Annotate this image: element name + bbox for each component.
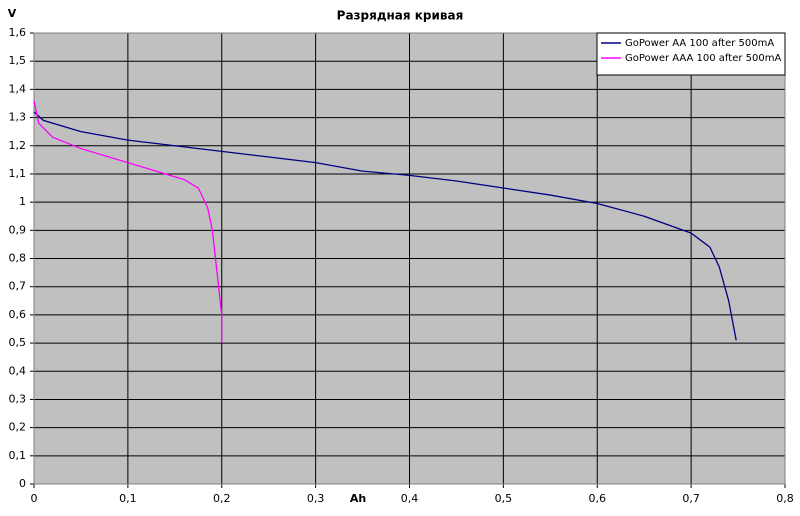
y-tick-label: 1,2 <box>9 139 27 152</box>
y-tick-label: 1,3 <box>9 111 27 124</box>
legend-label: GoPower AA 100 after 500mA <box>625 38 774 49</box>
y-tick-label: 0,9 <box>9 223 27 236</box>
x-tick-label: 0,3 <box>307 492 325 505</box>
y-tick-label: 0,5 <box>9 336 27 349</box>
y-axis-label: V <box>8 7 17 20</box>
y-tick-label: 1,6 <box>9 26 27 39</box>
x-tick-label: 0,6 <box>589 492 607 505</box>
plot-border <box>33 32 786 485</box>
x-tick-label: 0,2 <box>213 492 231 505</box>
x-tick-label: 0,5 <box>495 492 513 505</box>
x-axis-label: Ah <box>350 492 366 505</box>
legend <box>596 32 786 76</box>
x-tick-label: 0 <box>31 492 38 505</box>
y-tick-label: 1,1 <box>9 167 27 180</box>
x-tick-label: 0,7 <box>682 492 700 505</box>
y-tick-label: 0,7 <box>9 280 27 293</box>
x-tick-label: 0,4 <box>401 492 419 505</box>
y-tick-label: 0 <box>19 477 26 490</box>
series-line <box>33 111 737 341</box>
chart-title: Разрядная кривая <box>337 9 464 23</box>
series-line <box>33 100 223 344</box>
x-tick-label: 0,1 <box>119 492 137 505</box>
y-tick-label: 0,4 <box>9 364 27 377</box>
x-tick-label: 0,8 <box>776 492 794 505</box>
y-tick-label: 0,8 <box>9 252 27 265</box>
y-tick-label: 1,5 <box>9 54 27 67</box>
y-tick-label: 0,1 <box>9 449 27 462</box>
y-tick-label: 0,6 <box>9 308 27 321</box>
y-tick-label: 0,3 <box>9 392 27 405</box>
y-tick-label: 1 <box>19 195 26 208</box>
y-tick-label: 0,2 <box>9 421 27 434</box>
legend-label: GoPower AAA 100 after 500mA <box>625 53 781 64</box>
y-tick-label: 1,4 <box>9 82 27 95</box>
